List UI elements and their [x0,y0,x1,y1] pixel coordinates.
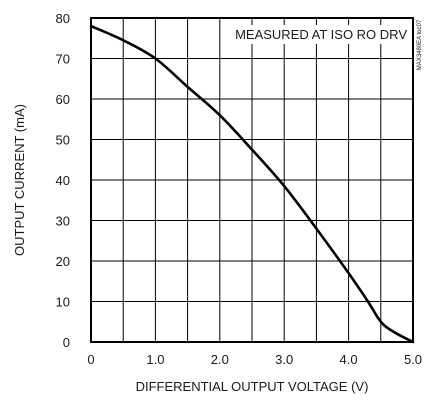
x-tick-label: 5.0 [404,352,422,367]
y-tick-label: 70 [56,52,70,67]
figure-code-note: MAX3480EA toc07 [417,19,423,70]
plot-frame [90,17,414,343]
y-tick-label: 50 [56,133,70,148]
grid-lines [91,18,413,342]
y-tick-label: 60 [56,92,70,107]
y-tick-label: 20 [56,254,70,269]
y-axis-label: OUTPUT CURRENT (mA) [12,104,27,256]
x-tick-label: 4.0 [340,352,358,367]
chart-annotation: MEASURED AT ISO RO DRV [235,27,407,42]
x-tick-label: 3.0 [275,352,293,367]
series-line [89,24,415,344]
x-tick-label: 0 [87,352,94,367]
y-tick-labels: 0 10 20 30 40 50 60 70 80 [56,11,70,350]
x-axis-label: DIFFERENTIAL OUTPUT VOLTAGE (V) [136,379,369,394]
y-tick-label: 30 [56,214,70,229]
y-tick-label: 80 [56,11,70,26]
x-tick-label: 1.0 [146,352,164,367]
y-tick-label: 0 [63,335,70,350]
annotation-background [232,25,410,44]
x-tick-label: 2.0 [211,352,229,367]
x-tick-labels: 0 1.0 2.0 3.0 4.0 5.0 [87,352,422,367]
y-tick-label: 40 [56,173,70,188]
y-tick-label: 10 [56,295,70,310]
